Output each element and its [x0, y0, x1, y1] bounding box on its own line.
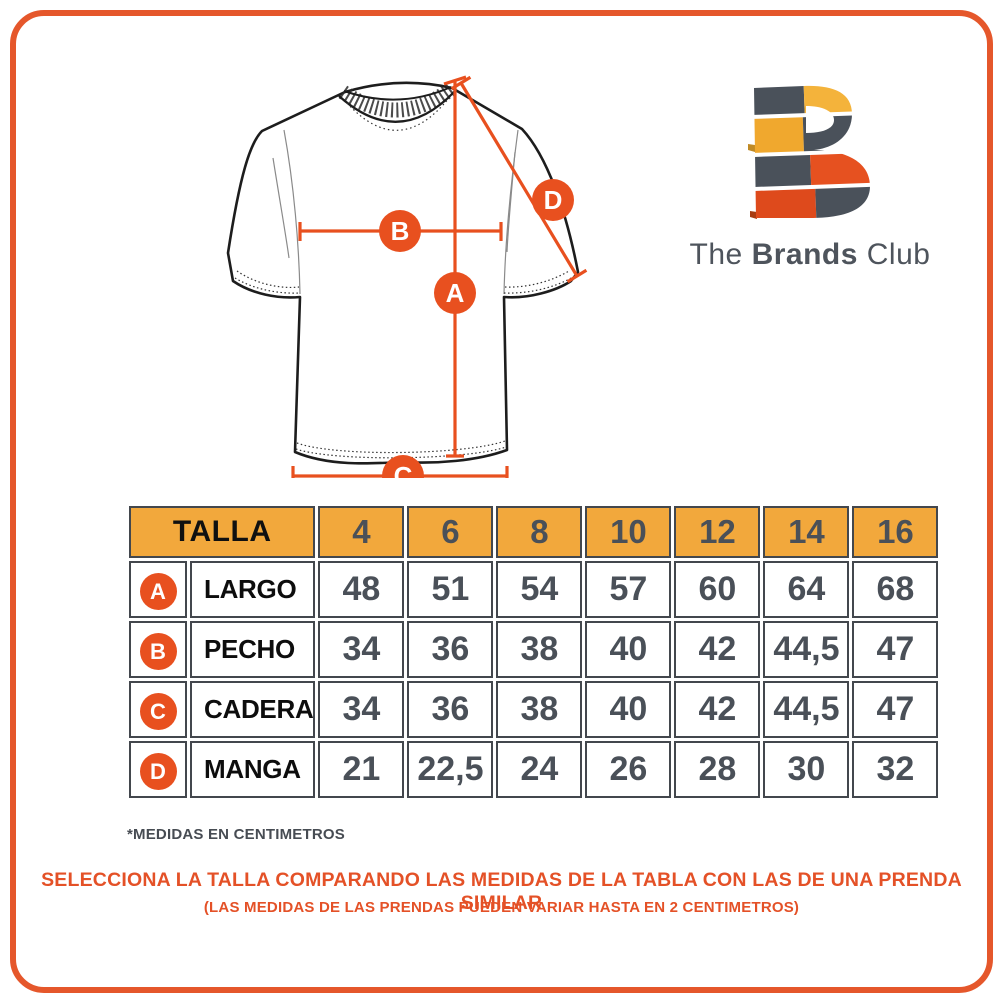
table-cell: 42 [674, 621, 761, 678]
measurement-badges: B A D C [379, 179, 574, 478]
measure-line-d [450, 75, 588, 284]
logo-wedge-yellow [748, 144, 755, 152]
stitch-lines [234, 270, 574, 459]
table-cell: 40 [585, 681, 672, 738]
table-cell: 28 [674, 741, 761, 798]
fabric-fold-lines [272, 129, 519, 295]
table-cell: 38 [496, 681, 583, 738]
logo-b-counter [806, 106, 834, 133]
measure-line-a [443, 75, 467, 458]
table-cell: 47 [852, 681, 939, 738]
table-cell: 40 [585, 621, 672, 678]
size-column-header: 14 [763, 506, 850, 558]
brand-name-prefix: The [689, 238, 743, 271]
table-cell: 30 [763, 741, 850, 798]
table-cell: 54 [496, 561, 583, 618]
size-column-header: 12 [674, 506, 761, 558]
table-row-pecho: B PECHO 34 36 38 40 42 44,5 47 [129, 621, 939, 678]
table-cell: 22,5 [407, 741, 494, 798]
measurement-lines [291, 75, 588, 478]
table-row-manga: D MANGA 21 22,5 24 26 28 30 32 [129, 741, 939, 798]
row-label: LARGO [190, 561, 316, 618]
row-badge-a: A [139, 573, 177, 610]
table-cell: 64 [763, 561, 850, 618]
table-cell: 36 [407, 621, 494, 678]
size-selection-instruction: SELECCIONA LA TALLA COMPARANDO LAS MEDID… [41, 869, 962, 914]
table-cell: 24 [496, 741, 583, 798]
table-cell: 42 [674, 681, 761, 738]
table-cell: 60 [674, 561, 761, 618]
badge-d-label: D [544, 185, 563, 215]
table-cell: 34 [318, 621, 405, 678]
logo-wedge-red [750, 211, 757, 219]
table-cell: 57 [585, 561, 672, 618]
table-header-talla: TALLA [129, 506, 316, 558]
brand-name-bold: Brands [751, 238, 858, 271]
row-label: CADERA [190, 681, 316, 738]
row-label: MANGA [190, 741, 316, 798]
badge-d-circle [532, 179, 574, 221]
brand-name-suffix: Club [866, 238, 931, 271]
row-badge-b: B [139, 633, 177, 670]
table-cell: 47 [852, 621, 939, 678]
size-column-header: 4 [318, 506, 405, 558]
table-cell: 36 [407, 681, 494, 738]
table-cell: 26 [585, 741, 672, 798]
table-cell: 51 [407, 561, 494, 618]
table-cell: 34 [318, 681, 405, 738]
collar-ribbing [338, 82, 457, 118]
size-column-header: 6 [407, 506, 494, 558]
row-badge-c: C [139, 693, 177, 730]
units-footnote: *MEDIDAS EN CENTIMETROS [127, 826, 345, 843]
table-cell: 21 [318, 741, 405, 798]
tolerance-disclaimer: (LAS MEDIDAS DE LAS PRENDAS PUEDEN VARIA… [203, 899, 800, 916]
brand-name: The Brands Club [665, 238, 955, 272]
tshirt-outline [226, 81, 580, 465]
table-cell: 44,5 [763, 681, 850, 738]
table-cell: 38 [496, 621, 583, 678]
badge-c-circle [382, 455, 424, 478]
size-table: TALLA 4 6 8 10 12 14 16 A LARGO 48 51 54… [126, 503, 941, 801]
table-cell: 32 [852, 741, 939, 798]
size-column-header: 8 [496, 506, 583, 558]
brand-logo-b-icon [748, 85, 870, 219]
badge-a-label: A [446, 278, 465, 308]
table-row-largo: A LARGO 48 51 54 57 60 64 68 [129, 561, 939, 618]
badge-a-circle [434, 272, 476, 314]
table-cell: 44,5 [763, 621, 850, 678]
table-cell: 68 [852, 561, 939, 618]
table-cell: 48 [318, 561, 405, 618]
row-label: PECHO [190, 621, 316, 678]
table-header-row: TALLA 4 6 8 10 12 14 16 [129, 506, 939, 558]
badge-c-label: C [394, 461, 413, 478]
badge-b-circle [379, 210, 421, 252]
tshirt-measurement-diagram: B A D C [226, 75, 588, 478]
size-column-header: 10 [585, 506, 672, 558]
row-badge-d: D [139, 753, 177, 790]
badge-b-label: B [391, 216, 410, 246]
table-row-cadera: C CADERA 34 36 38 40 42 44,5 47 [129, 681, 939, 738]
size-column-header: 16 [852, 506, 939, 558]
